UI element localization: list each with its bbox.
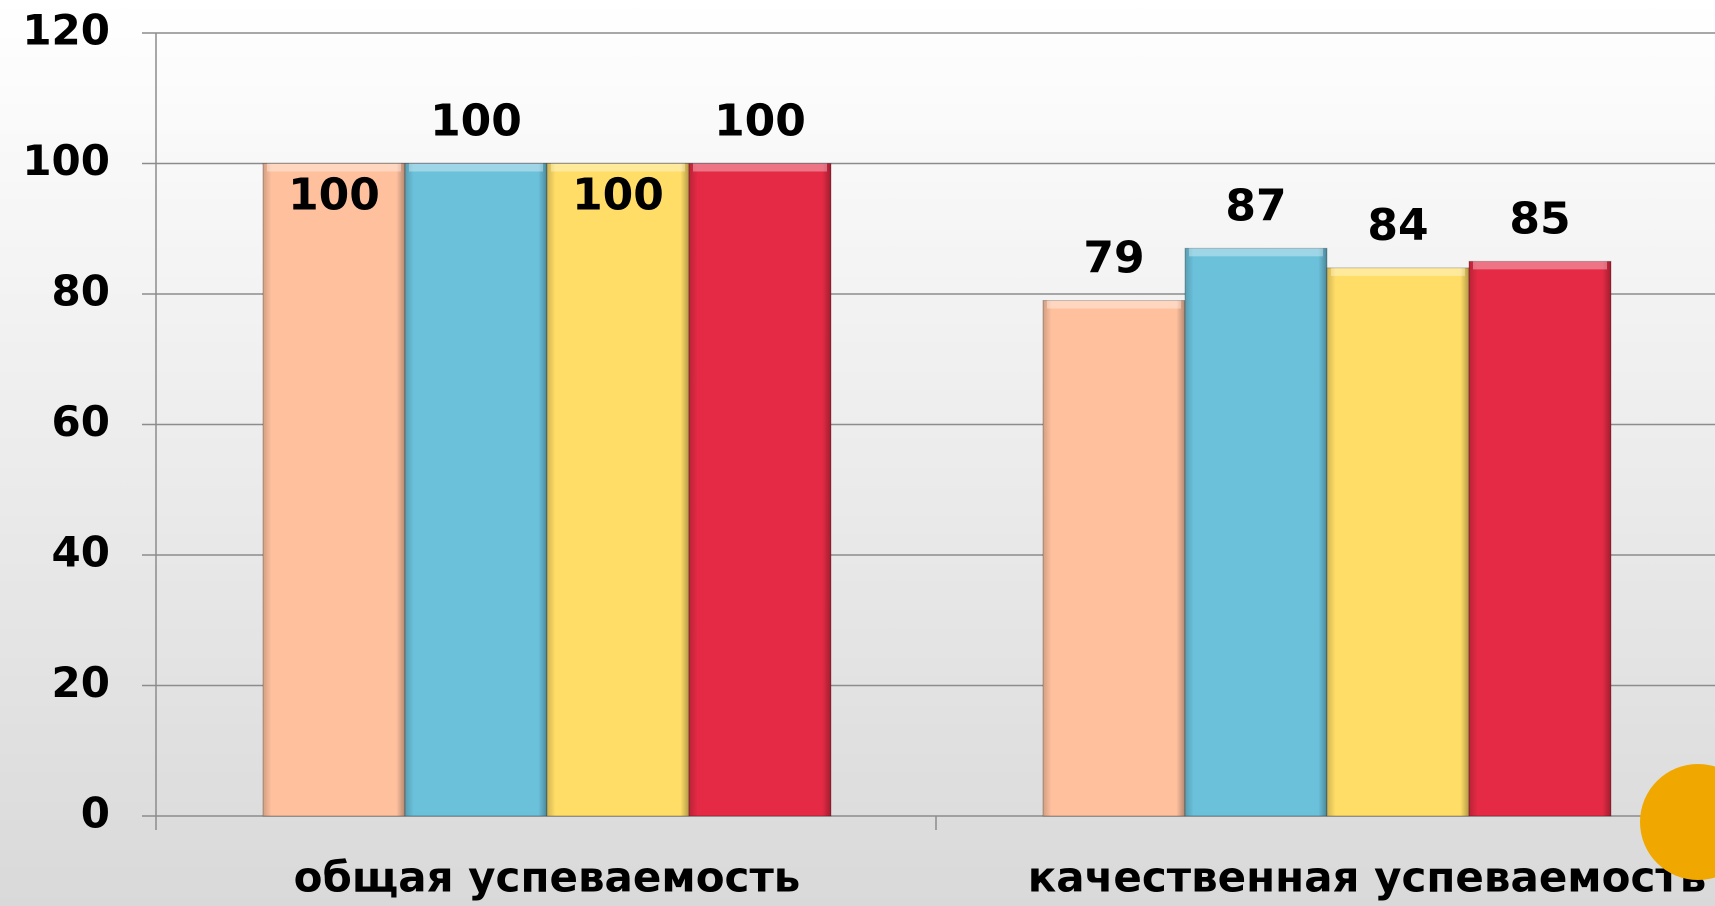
data-label: 85 <box>1509 193 1570 244</box>
data-label: 100 <box>714 96 806 147</box>
bar-top <box>1473 261 1607 270</box>
y-tick-label: 60 <box>52 397 110 446</box>
data-label: 100 <box>288 170 380 221</box>
bar-top <box>1189 248 1323 257</box>
y-tick-label: 120 <box>22 6 110 55</box>
bar-bevel <box>547 163 689 816</box>
y-tick-label: 100 <box>22 136 110 185</box>
y-tick-label: 0 <box>81 789 110 838</box>
y-tick-label: 80 <box>52 267 110 316</box>
y-tick-label: 40 <box>52 528 110 577</box>
bar-bevel <box>263 163 405 816</box>
bar-top <box>693 163 827 172</box>
bar-bevel <box>1185 248 1327 816</box>
decoration-circle <box>1640 764 1715 880</box>
bar-top <box>551 163 685 172</box>
x-tick-label: качественная успеваемость <box>1028 853 1707 902</box>
data-label: 100 <box>430 96 522 147</box>
x-tick-label: общая успеваемость <box>294 853 801 902</box>
bar-bevel <box>1043 300 1185 816</box>
bar-bevel <box>405 163 547 816</box>
bar-bevel <box>689 163 831 816</box>
bar-top <box>1331 267 1465 276</box>
data-label: 100 <box>572 170 664 221</box>
data-label: 79 <box>1083 233 1144 284</box>
bar-top <box>409 163 543 172</box>
bar-bevel <box>1469 261 1611 816</box>
bar-top <box>1047 300 1181 309</box>
bar-top <box>267 163 401 172</box>
y-tick-label: 20 <box>52 658 110 707</box>
data-label: 84 <box>1367 200 1428 251</box>
data-label: 87 <box>1225 180 1286 231</box>
bar-bevel <box>1327 267 1469 816</box>
